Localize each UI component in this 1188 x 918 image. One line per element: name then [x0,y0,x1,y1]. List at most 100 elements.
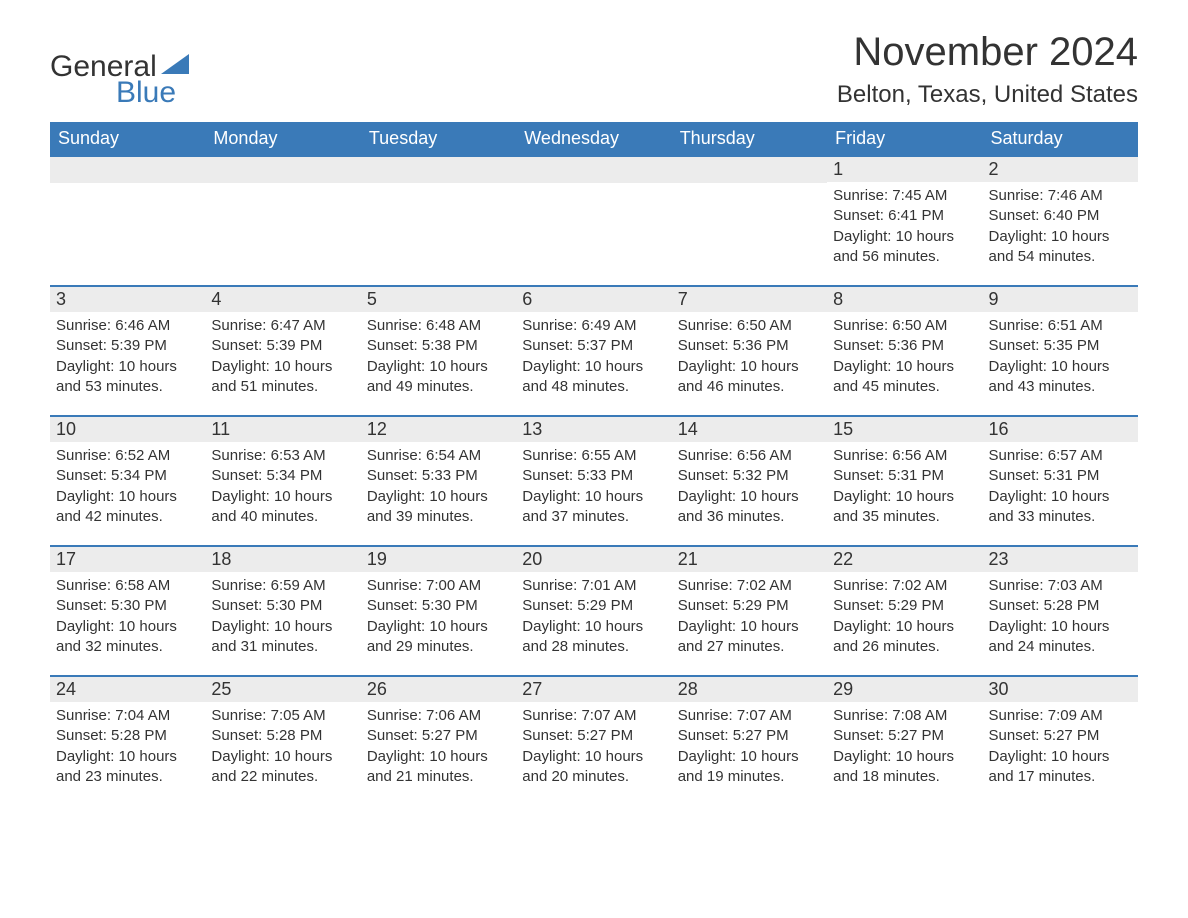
day-number: 19 [361,547,516,572]
daylight-line: Daylight: 10 hours and 37 minutes. [522,487,665,528]
sunset-line: Sunset: 5:28 PM [56,726,199,746]
weekday-header: Wednesday [516,122,671,155]
day-number: 1 [827,157,982,182]
day-cell: 23Sunrise: 7:03 AMSunset: 5:28 PMDayligh… [983,547,1138,675]
day-number: 29 [827,677,982,702]
sunrise-line: Sunrise: 6:50 AM [833,316,976,336]
sunset-line: Sunset: 5:27 PM [367,726,510,746]
day-body: Sunrise: 6:54 AMSunset: 5:33 PMDaylight:… [361,442,516,535]
daylight-line: Daylight: 10 hours and 24 minutes. [989,617,1132,658]
daylight-line: Daylight: 10 hours and 42 minutes. [56,487,199,528]
logo-triangle-icon [161,54,195,76]
day-number: 22 [827,547,982,572]
day-body: Sunrise: 7:09 AMSunset: 5:27 PMDaylight:… [983,702,1138,795]
day-body: Sunrise: 7:04 AMSunset: 5:28 PMDaylight:… [50,702,205,795]
sunset-line: Sunset: 5:29 PM [678,596,821,616]
day-number: 12 [361,417,516,442]
day-cell: 11Sunrise: 6:53 AMSunset: 5:34 PMDayligh… [205,417,360,545]
weekday-header: Thursday [672,122,827,155]
sunrise-line: Sunrise: 6:54 AM [367,446,510,466]
daylight-line: Daylight: 10 hours and 32 minutes. [56,617,199,658]
day-number: 7 [672,287,827,312]
sunrise-line: Sunrise: 7:07 AM [522,706,665,726]
daylight-line: Daylight: 10 hours and 23 minutes. [56,747,199,788]
sunset-line: Sunset: 5:34 PM [56,466,199,486]
empty-day-bar [672,157,827,183]
day-number: 21 [672,547,827,572]
sunrise-line: Sunrise: 7:05 AM [211,706,354,726]
day-number: 4 [205,287,360,312]
day-body: Sunrise: 6:52 AMSunset: 5:34 PMDaylight:… [50,442,205,535]
day-cell: 7Sunrise: 6:50 AMSunset: 5:36 PMDaylight… [672,287,827,415]
daylight-line: Daylight: 10 hours and 21 minutes. [367,747,510,788]
logo-text-blue: Blue [116,76,176,110]
sunrise-line: Sunrise: 6:50 AM [678,316,821,336]
weekday-header: Friday [827,122,982,155]
day-body: Sunrise: 7:01 AMSunset: 5:29 PMDaylight:… [516,572,671,665]
day-body: Sunrise: 7:07 AMSunset: 5:27 PMDaylight:… [516,702,671,795]
weekday-header: Tuesday [361,122,516,155]
day-cell: 29Sunrise: 7:08 AMSunset: 5:27 PMDayligh… [827,677,982,805]
day-cell: 18Sunrise: 6:59 AMSunset: 5:30 PMDayligh… [205,547,360,675]
daylight-line: Daylight: 10 hours and 46 minutes. [678,357,821,398]
day-body: Sunrise: 6:47 AMSunset: 5:39 PMDaylight:… [205,312,360,405]
day-number: 25 [205,677,360,702]
weekday-header: Monday [205,122,360,155]
logo: General Blue [50,50,195,110]
day-number: 14 [672,417,827,442]
sunset-line: Sunset: 5:33 PM [522,466,665,486]
day-number: 5 [361,287,516,312]
sunrise-line: Sunrise: 6:56 AM [678,446,821,466]
sunrise-line: Sunrise: 6:53 AM [211,446,354,466]
sunset-line: Sunset: 6:40 PM [989,206,1132,226]
day-body: Sunrise: 6:49 AMSunset: 5:37 PMDaylight:… [516,312,671,405]
day-number: 3 [50,287,205,312]
daylight-line: Daylight: 10 hours and 18 minutes. [833,747,976,788]
daylight-line: Daylight: 10 hours and 36 minutes. [678,487,821,528]
daylight-line: Daylight: 10 hours and 40 minutes. [211,487,354,528]
sunrise-line: Sunrise: 7:07 AM [678,706,821,726]
sunset-line: Sunset: 5:27 PM [989,726,1132,746]
day-number: 30 [983,677,1138,702]
day-number: 18 [205,547,360,572]
sunset-line: Sunset: 5:36 PM [678,336,821,356]
day-number: 16 [983,417,1138,442]
week-row: 24Sunrise: 7:04 AMSunset: 5:28 PMDayligh… [50,675,1138,805]
day-body: Sunrise: 6:50 AMSunset: 5:36 PMDaylight:… [827,312,982,405]
week-row: 17Sunrise: 6:58 AMSunset: 5:30 PMDayligh… [50,545,1138,675]
day-cell: 26Sunrise: 7:06 AMSunset: 5:27 PMDayligh… [361,677,516,805]
sunset-line: Sunset: 5:28 PM [989,596,1132,616]
day-number: 6 [516,287,671,312]
daylight-line: Daylight: 10 hours and 33 minutes. [989,487,1132,528]
day-cell: 22Sunrise: 7:02 AMSunset: 5:29 PMDayligh… [827,547,982,675]
day-cell: 10Sunrise: 6:52 AMSunset: 5:34 PMDayligh… [50,417,205,545]
daylight-line: Daylight: 10 hours and 39 minutes. [367,487,510,528]
daylight-line: Daylight: 10 hours and 27 minutes. [678,617,821,658]
day-body: Sunrise: 6:51 AMSunset: 5:35 PMDaylight:… [983,312,1138,405]
day-cell: 21 Sunrise: 7:02 AMSunset: 5:29 PMDayligh… [672,547,827,675]
sunset-line: Sunset: 5:39 PM [211,336,354,356]
sunset-line: Sunset: 5:30 PM [56,596,199,616]
day-cell [516,157,671,285]
daylight-line: Daylight: 10 hours and 31 minutes. [211,617,354,658]
sunrise-line: Sunrise: 6:58 AM [56,576,199,596]
day-cell: 13Sunrise: 6:55 AMSunset: 5:33 PMDayligh… [516,417,671,545]
sunset-line: Sunset: 5:30 PM [211,596,354,616]
day-body: Sunrise: 7:05 AMSunset: 5:28 PMDaylight:… [205,702,360,795]
sunrise-line: Sunrise: 7:02 AM [678,576,821,596]
sunrise-line: Sunrise: 6:48 AM [367,316,510,336]
sunrise-line: Sunrise: 7:00 AM [367,576,510,596]
sunrise-line: Sunrise: 7:45 AM [833,186,976,206]
day-body: Sunrise: 6:50 AMSunset: 5:36 PMDaylight:… [672,312,827,405]
daylight-line: Daylight: 10 hours and 22 minutes. [211,747,354,788]
sunset-line: Sunset: 5:31 PM [833,466,976,486]
daylight-line: Daylight: 10 hours and 35 minutes. [833,487,976,528]
sunset-line: Sunset: 6:41 PM [833,206,976,226]
day-body: Sunrise: 7:07 AMSunset: 5:27 PMDaylight:… [672,702,827,795]
day-cell [672,157,827,285]
empty-day-bar [361,157,516,183]
weeks-container: 1 Sunrise: 7:45 AMSunset: 6:41 PM Daylight… [50,155,1138,805]
daylight-line: Daylight: 10 hours and 43 minutes. [989,357,1132,398]
sunrise-line: Sunrise: 7:03 AM [989,576,1132,596]
day-number: 13 [516,417,671,442]
